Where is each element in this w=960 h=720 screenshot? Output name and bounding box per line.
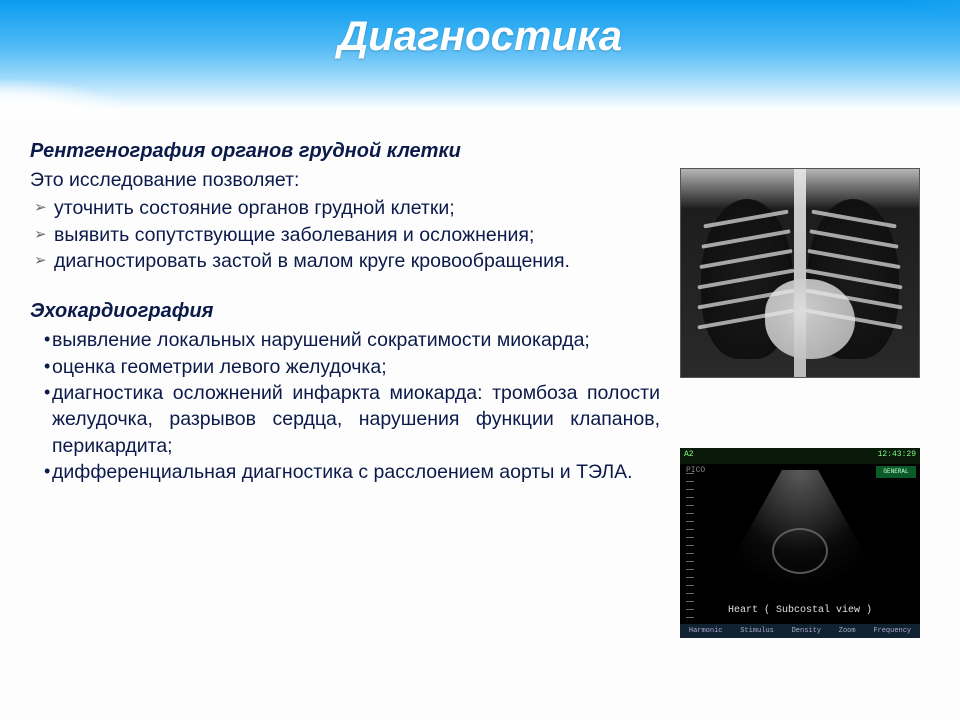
text-column: Рентгенография органов грудной клетки Эт… xyxy=(30,138,660,638)
section-echo: Эхокардиография выявление локальных нару… xyxy=(30,298,660,485)
list-item: диагностика осложнений инфаркта миокарда… xyxy=(30,380,660,459)
slide-header: Диагностика xyxy=(0,0,960,110)
list-item: дифференциальная диагностика с расслоени… xyxy=(30,459,660,485)
echo-timestamp: 12:43:29 xyxy=(878,450,916,462)
header-decoration-left xyxy=(0,40,220,120)
header-decoration-right xyxy=(740,0,960,70)
list-item: диагностировать застой в малом круге кро… xyxy=(30,248,660,274)
list-item: уточнить состояние органов грудной клетк… xyxy=(30,195,660,221)
echo-tab: Stimulus xyxy=(740,627,774,635)
image-column: A2 12:43:29 PICO GENERAL Heart ( Subcost… xyxy=(680,138,930,638)
echo-tab: Harmonic xyxy=(689,627,723,635)
list-item: выявление локальных нарушений сократимос… xyxy=(30,327,660,353)
echo-tab: Frequency xyxy=(873,627,911,635)
list-item: выявить сопутствующие заболевания и осло… xyxy=(30,222,660,248)
section-xray: Рентгенография органов грудной клетки Эт… xyxy=(30,138,660,274)
echo-bullet-list: выявление локальных нарушений сократимос… xyxy=(30,327,660,485)
section-title-xray: Рентгенография органов грудной клетки xyxy=(30,138,660,165)
echo-tab: Zoom xyxy=(839,627,856,635)
slide-title: Диагностика xyxy=(338,12,622,60)
section-title-echo: Эхокардиография xyxy=(30,298,660,325)
echo-top-left: A2 xyxy=(684,450,694,462)
echo-chamber-outline xyxy=(772,528,828,574)
echo-tab: Density xyxy=(792,627,821,635)
chest-xray-image xyxy=(680,168,920,378)
echocardiogram-image: A2 12:43:29 PICO GENERAL Heart ( Subcost… xyxy=(680,448,920,638)
list-item: оценка геометрии левого желудочка; xyxy=(30,354,660,380)
section-intro: Это исследование позволяет: xyxy=(30,167,660,193)
slide-content: Рентгенография органов грудной клетки Эт… xyxy=(0,110,960,648)
echo-top-bar: A2 12:43:29 xyxy=(680,448,920,464)
xray-bullet-list: уточнить состояние органов грудной клетк… xyxy=(30,195,660,274)
echo-view-label: Heart ( Subcostal view ) xyxy=(680,605,920,616)
echo-depth-scale xyxy=(686,473,694,618)
echo-bottom-tabs: Harmonic Stimulus Density Zoom Frequency xyxy=(680,624,920,638)
echo-mode-badge: GENERAL xyxy=(876,466,916,478)
